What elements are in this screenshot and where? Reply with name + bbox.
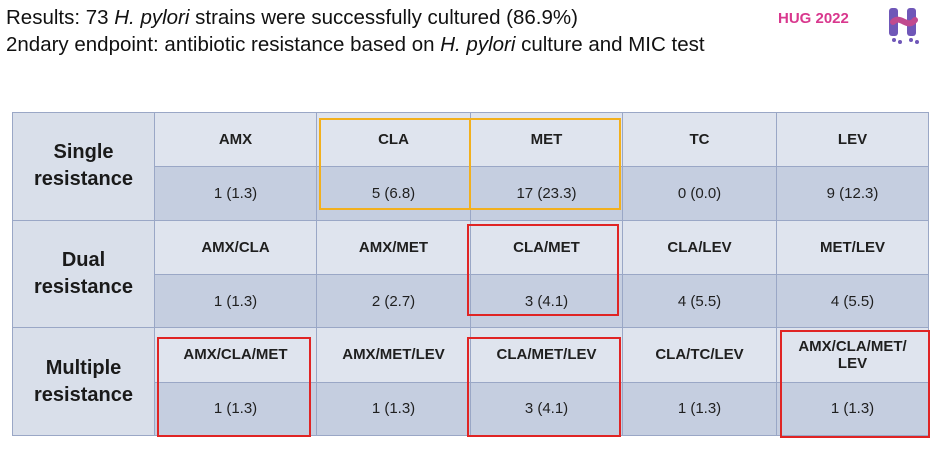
group-label-line1: Single xyxy=(53,141,114,164)
antibiotic-combination-cell: AMX/CLA/MET/ LEV xyxy=(776,327,929,383)
group-label-line1: Dual xyxy=(61,248,106,271)
drug-header-row: Multiple resistance AMX/CLA/MET AMX/MET/LEV… xyxy=(12,327,929,436)
slide-header: Results: 73 H. pylori strains were succe… xyxy=(6,4,906,58)
resistance-count-cell: 2 (2.7) xyxy=(316,273,471,329)
slide-title-line1: Results: 73 H. pylori strains were succe… xyxy=(6,6,578,29)
antibiotic-combination-cell: LEV xyxy=(776,111,929,168)
antibiotic-combination-cell: AMX xyxy=(154,111,317,168)
resistance-count-cell: 0 (0.0) xyxy=(622,166,777,221)
antibiotic-combination-cell: MET xyxy=(470,111,623,168)
antibiotic-combination-cell: AMX/MET/LEV xyxy=(316,327,471,383)
resistance-table: Single resistance AMX CLA MET TC LEV 1 (1.3) 5 (… xyxy=(12,111,929,437)
value-row: 1 (1.3) 5 (6.8) 17 (23.3) 0 (0.0) 9 (12.3) xyxy=(13,166,929,221)
resistance-count-cell: 1 (1.3) xyxy=(154,166,317,221)
antibiotic-combination-cell: CLA/MET/LEV xyxy=(470,327,623,383)
resistance-count-cell: 1 (1.3) xyxy=(622,381,777,437)
resistance-group-label: Multiple resistance xyxy=(12,327,155,436)
drug-header-row: Single resistance AMX CLA MET TC LEV xyxy=(12,111,929,221)
resistance-count-cell: 1 (1.3) xyxy=(316,381,471,437)
resistance-count-cell: 1 (1.3) xyxy=(154,273,317,329)
resistance-count-cell: 1 (1.3) xyxy=(776,381,929,437)
drug-header-row: Dual resistance AMX/CLA AMX/MET CLA/MET CLA/L… xyxy=(12,219,929,329)
antibiotic-combination-cell: AMX/CLA xyxy=(154,219,317,276)
group-label-line1: Multiple xyxy=(45,356,122,379)
antibiotic-combination-cell: CLA/LEV xyxy=(622,219,777,276)
value-row: 1 (1.3) 1 (1.3) 3 (4.1) 1 (1.3) 1 (1.3) xyxy=(13,381,929,437)
resistance-count-cell: 3 (4.1) xyxy=(470,381,623,437)
resistance-count-cell: 4 (5.5) xyxy=(622,273,777,329)
antibiotic-combination-cell: TC xyxy=(622,111,777,168)
resistance-group-label: Single resistance xyxy=(12,112,155,221)
resistance-count-cell: 9 (12.3) xyxy=(776,166,929,221)
value-row: 1 (1.3) 2 (2.7) 3 (4.1) 4 (5.5) 4 (5.5) xyxy=(13,273,929,329)
hug-2022-badge: HUG 2022 xyxy=(778,10,849,27)
antibiotic-combination-cell: CLA/MET xyxy=(470,219,623,276)
antibiotic-combination-cell: AMX/CLA/MET xyxy=(154,327,317,383)
group-label-line2: resistance xyxy=(34,383,133,406)
conference-logo-icon xyxy=(889,8,919,44)
resistance-group-label: Dual resistance xyxy=(12,219,155,329)
antibiotic-combination-cell: CLA/TC/LEV xyxy=(622,327,777,383)
antibiotic-combination-cell: AMX/MET xyxy=(316,219,471,276)
group-label-line2: resistance xyxy=(34,168,133,191)
resistance-count-cell: 4 (5.5) xyxy=(776,273,929,329)
resistance-count-cell: 17 (23.3) xyxy=(470,166,623,221)
antibiotic-combination-cell: MET/LEV xyxy=(776,219,929,276)
resistance-count-cell: 1 (1.3) xyxy=(154,381,317,437)
slide-title-line2: 2ndary endpoint: antibiotic resistance b… xyxy=(6,33,705,56)
resistance-count-cell: 3 (4.1) xyxy=(470,273,623,329)
antibiotic-combination-cell: CLA xyxy=(316,111,471,168)
group-label-line2: resistance xyxy=(34,275,133,298)
resistance-count-cell: 5 (6.8) xyxy=(316,166,471,221)
